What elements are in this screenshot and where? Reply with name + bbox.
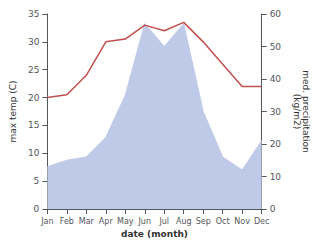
svg-text:date (month): date (month) — [121, 229, 188, 239]
svg-text:Jul: Jul — [158, 217, 169, 226]
svg-text:May: May — [117, 217, 134, 226]
svg-text:Oct: Oct — [216, 217, 230, 226]
svg-text:med. precipitation: med. precipitation — [300, 70, 311, 153]
svg-text:Jun: Jun — [138, 217, 152, 226]
svg-text:(kg/m2): (kg/m2) — [292, 94, 302, 129]
svg-text:30: 30 — [28, 37, 40, 47]
svg-text:10: 10 — [270, 172, 282, 182]
svg-text:5: 5 — [34, 176, 40, 186]
svg-text:0: 0 — [270, 204, 276, 214]
svg-text:40: 40 — [270, 74, 282, 84]
svg-text:Nov: Nov — [234, 217, 250, 226]
svg-text:Sep: Sep — [196, 217, 211, 226]
svg-text:Dec: Dec — [254, 217, 269, 226]
svg-text:60: 60 — [270, 9, 282, 19]
svg-text:35: 35 — [28, 9, 39, 19]
svg-text:50: 50 — [270, 42, 282, 52]
svg-text:Feb: Feb — [60, 217, 74, 226]
svg-text:25: 25 — [28, 65, 39, 75]
svg-text:20: 20 — [28, 93, 40, 103]
svg-text:20: 20 — [270, 139, 282, 149]
svg-text:Apr: Apr — [99, 217, 114, 226]
svg-text:10: 10 — [28, 148, 40, 158]
svg-text:0: 0 — [34, 204, 40, 214]
svg-text:Jan: Jan — [40, 217, 53, 226]
svg-text:Aug: Aug — [176, 217, 192, 226]
svg-text:Mar: Mar — [79, 217, 95, 226]
svg-text:max temp (C): max temp (C) — [8, 80, 18, 142]
svg-text:30: 30 — [270, 107, 282, 117]
svg-text:15: 15 — [28, 120, 39, 130]
